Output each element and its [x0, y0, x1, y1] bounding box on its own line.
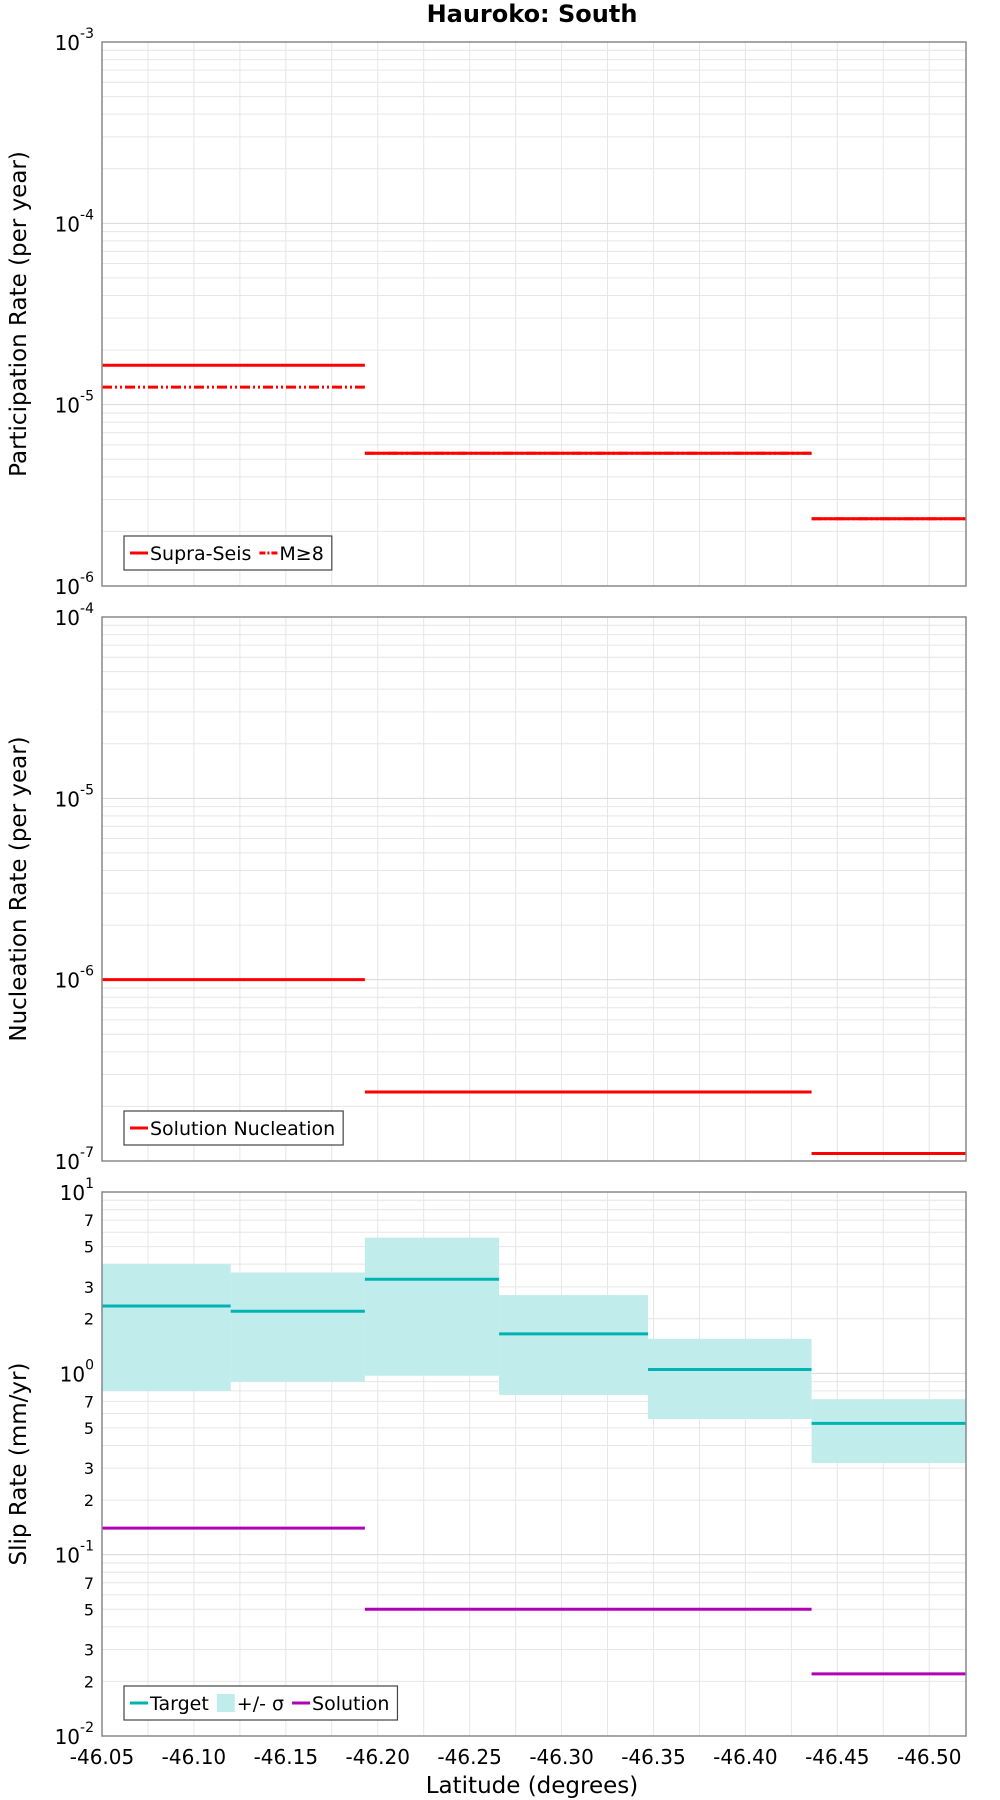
sigma-band: [647, 1338, 812, 1419]
y-axis-label: Participation Rate (per year): [6, 151, 32, 477]
legend-label: M≥8: [279, 543, 323, 565]
legend-label: Target: [149, 1693, 209, 1715]
y-minor-tick-label: 7: [84, 1392, 94, 1411]
x-tick-label: -46.35: [621, 1745, 685, 1769]
sigma-band: [102, 1264, 231, 1391]
panel-2: 10-7 10-6 10-5 10-4 Nucleation Rate (per yea…: [6, 601, 967, 1174]
y-axis-label: Nucleation Rate (per year): [6, 736, 32, 1041]
y-minor-tick-label: 7: [84, 1211, 94, 1230]
y-minor-tick-label: 5: [84, 1600, 94, 1619]
sigma-band: [499, 1295, 648, 1395]
plot-area: [102, 42, 966, 586]
y-minor-tick-label: 3: [84, 1278, 94, 1297]
plot-frame: [101, 1191, 967, 1737]
y-tick-label: 10-2: [55, 1720, 94, 1749]
sigma-band: [230, 1272, 365, 1382]
y-minor-tick-label: 5: [84, 1238, 94, 1257]
x-tick-label: -46.25: [437, 1745, 501, 1769]
legend: Solution Nucleation: [123, 1110, 344, 1146]
y-tick-label: 10-5: [55, 782, 94, 811]
legend-box: [123, 1685, 399, 1721]
y-tick-label: 10-4: [55, 207, 95, 236]
y-minor-tick-label: 2: [84, 1310, 94, 1329]
sigma-band: [811, 1399, 966, 1464]
y-minor-tick-label: 2: [84, 1672, 94, 1691]
plot-frame: [101, 616, 967, 1162]
legend-label: Solution Nucleation: [150, 1118, 335, 1140]
legend-box: [123, 535, 333, 571]
x-tick-label: -46.40: [713, 1745, 777, 1769]
x-axis-label: Latitude (degrees): [426, 1773, 639, 1799]
y-tick-label: 10-7: [55, 1145, 94, 1174]
x-tick-label: -46.20: [346, 1745, 410, 1769]
y-tick-label: 10-6: [55, 964, 95, 993]
panel-3: 10-2 10-1 100 101 2 3 5 7 2 3 5 7 2 3 5 7 Slip Rate (mm/…: [6, 1176, 967, 1769]
y-tick-label: 100: [60, 1357, 94, 1386]
legend: Supra-Seis M≥8: [123, 535, 333, 571]
chart-title: Hauroko: South: [427, 0, 638, 28]
y-minor-tick-label: 3: [84, 1459, 94, 1478]
y-axis-label: Slip Rate (mm/yr): [6, 1363, 32, 1566]
y-minor-tick-label: 5: [84, 1419, 94, 1438]
y-tick-label: 10-5: [55, 389, 94, 418]
y-minor-tick-label: 7: [84, 1574, 94, 1593]
x-tick-label: -46.30: [529, 1745, 593, 1769]
y-minor-tick-label: 3: [84, 1640, 94, 1659]
x-tick-label: -46.15: [254, 1745, 318, 1769]
legend-swatch: [216, 1694, 235, 1712]
plot-frame: [101, 41, 967, 587]
x-tick-label: -46.45: [805, 1745, 869, 1769]
y-tick-label: 10-6: [55, 570, 95, 599]
sigma-band: [364, 1237, 500, 1376]
y-tick-label: 10-1: [55, 1539, 94, 1568]
legend-label: +/- σ: [237, 1693, 284, 1715]
x-tick-label: -46.10: [162, 1745, 226, 1769]
y-tick-label: 10-4: [55, 601, 95, 630]
legend-label: Solution: [312, 1693, 389, 1715]
plot-area: [102, 617, 966, 1161]
x-tick-label: -46.05: [70, 1745, 134, 1769]
y-minor-tick-label: 2: [84, 1491, 94, 1510]
panel-1: 10-6 10-5 10-4 10-3 Participation Rate (per …: [6, 26, 967, 599]
legend-label: Supra-Seis: [150, 543, 251, 565]
legend-box: [123, 1110, 344, 1146]
x-tick-label: -46.50: [897, 1745, 961, 1769]
y-tick-label: 101: [60, 1176, 94, 1205]
legend: Target +/- σ Solution: [123, 1685, 399, 1721]
y-tick-label: 10-3: [55, 26, 94, 55]
